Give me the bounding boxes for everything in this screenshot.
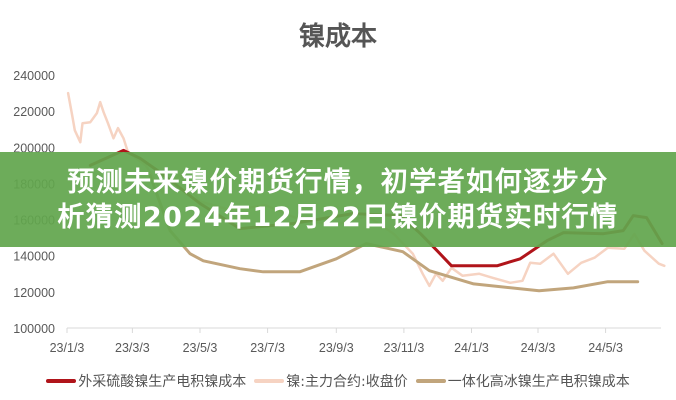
legend-swatch-close-price bbox=[254, 379, 285, 383]
legend-swatch-sulfate-cost bbox=[46, 379, 77, 383]
headline-banner: 预测未来镍价期货行情，初学者如何逐步分 析猜测2024年12月22日镍价期货实时… bbox=[0, 152, 676, 247]
chart-title: 镍成本 bbox=[298, 22, 377, 52]
y-tick-label: 200000 bbox=[13, 141, 55, 155]
x-tick-label: 23/1/3 bbox=[50, 341, 85, 355]
x-tick-label: 24/1/3 bbox=[454, 341, 489, 355]
y-tick-label: 240000 bbox=[13, 69, 55, 83]
headline-line-2: 析猜测2024年12月22日镍价期货实时行情 bbox=[57, 201, 619, 233]
legend-item-matte-cost: 一体化高冰镍生产电积镍成本 bbox=[415, 371, 630, 391]
series-line-matte-cost bbox=[148, 174, 640, 293]
x-tick-label: 23/7/3 bbox=[250, 341, 285, 355]
x-tick-label: 23/11/3 bbox=[384, 341, 425, 355]
x-tick-label: 23/3/3 bbox=[115, 341, 150, 355]
legend-label: 一体化高冰镍生产电积镍成本 bbox=[447, 374, 630, 390]
legend-swatch-matte-cost bbox=[415, 379, 446, 383]
y-tick-label: 140000 bbox=[13, 250, 55, 264]
x-tick-label: 23/5/3 bbox=[183, 341, 218, 355]
legend-item-sulfate-cost: 外采硫酸镍生产电积镍成本 bbox=[46, 371, 246, 391]
y-tick-label: 220000 bbox=[13, 105, 55, 119]
x-tick-label: 24/3/3 bbox=[521, 341, 556, 355]
y-tick-label: 120000 bbox=[13, 286, 55, 300]
legend-item-close-price: 镍:主力合约:收盘价 bbox=[254, 371, 408, 391]
y-tick-label: 100000 bbox=[13, 322, 55, 336]
x-tick-label: 24/5/3 bbox=[588, 341, 623, 355]
legend-label: 镍:主力合约:收盘价 bbox=[286, 374, 408, 390]
x-tick-label: 23/9/3 bbox=[319, 341, 354, 355]
legend: 外采硫酸镍生产电积镍成本 镍:主力合约:收盘价 一体化高冰镍生产电积镍成本 bbox=[0, 371, 676, 391]
x-axis: 23/1/3 23/3/3 23/5/3 23/7/3 23/9/3 23/11/3 24/… bbox=[50, 328, 623, 355]
headline-line-1: 预测未来镍价期货行情，初学者如何逐步分 bbox=[67, 166, 609, 198]
legend-label: 外采硫酸镍生产电积镍成本 bbox=[78, 374, 247, 390]
